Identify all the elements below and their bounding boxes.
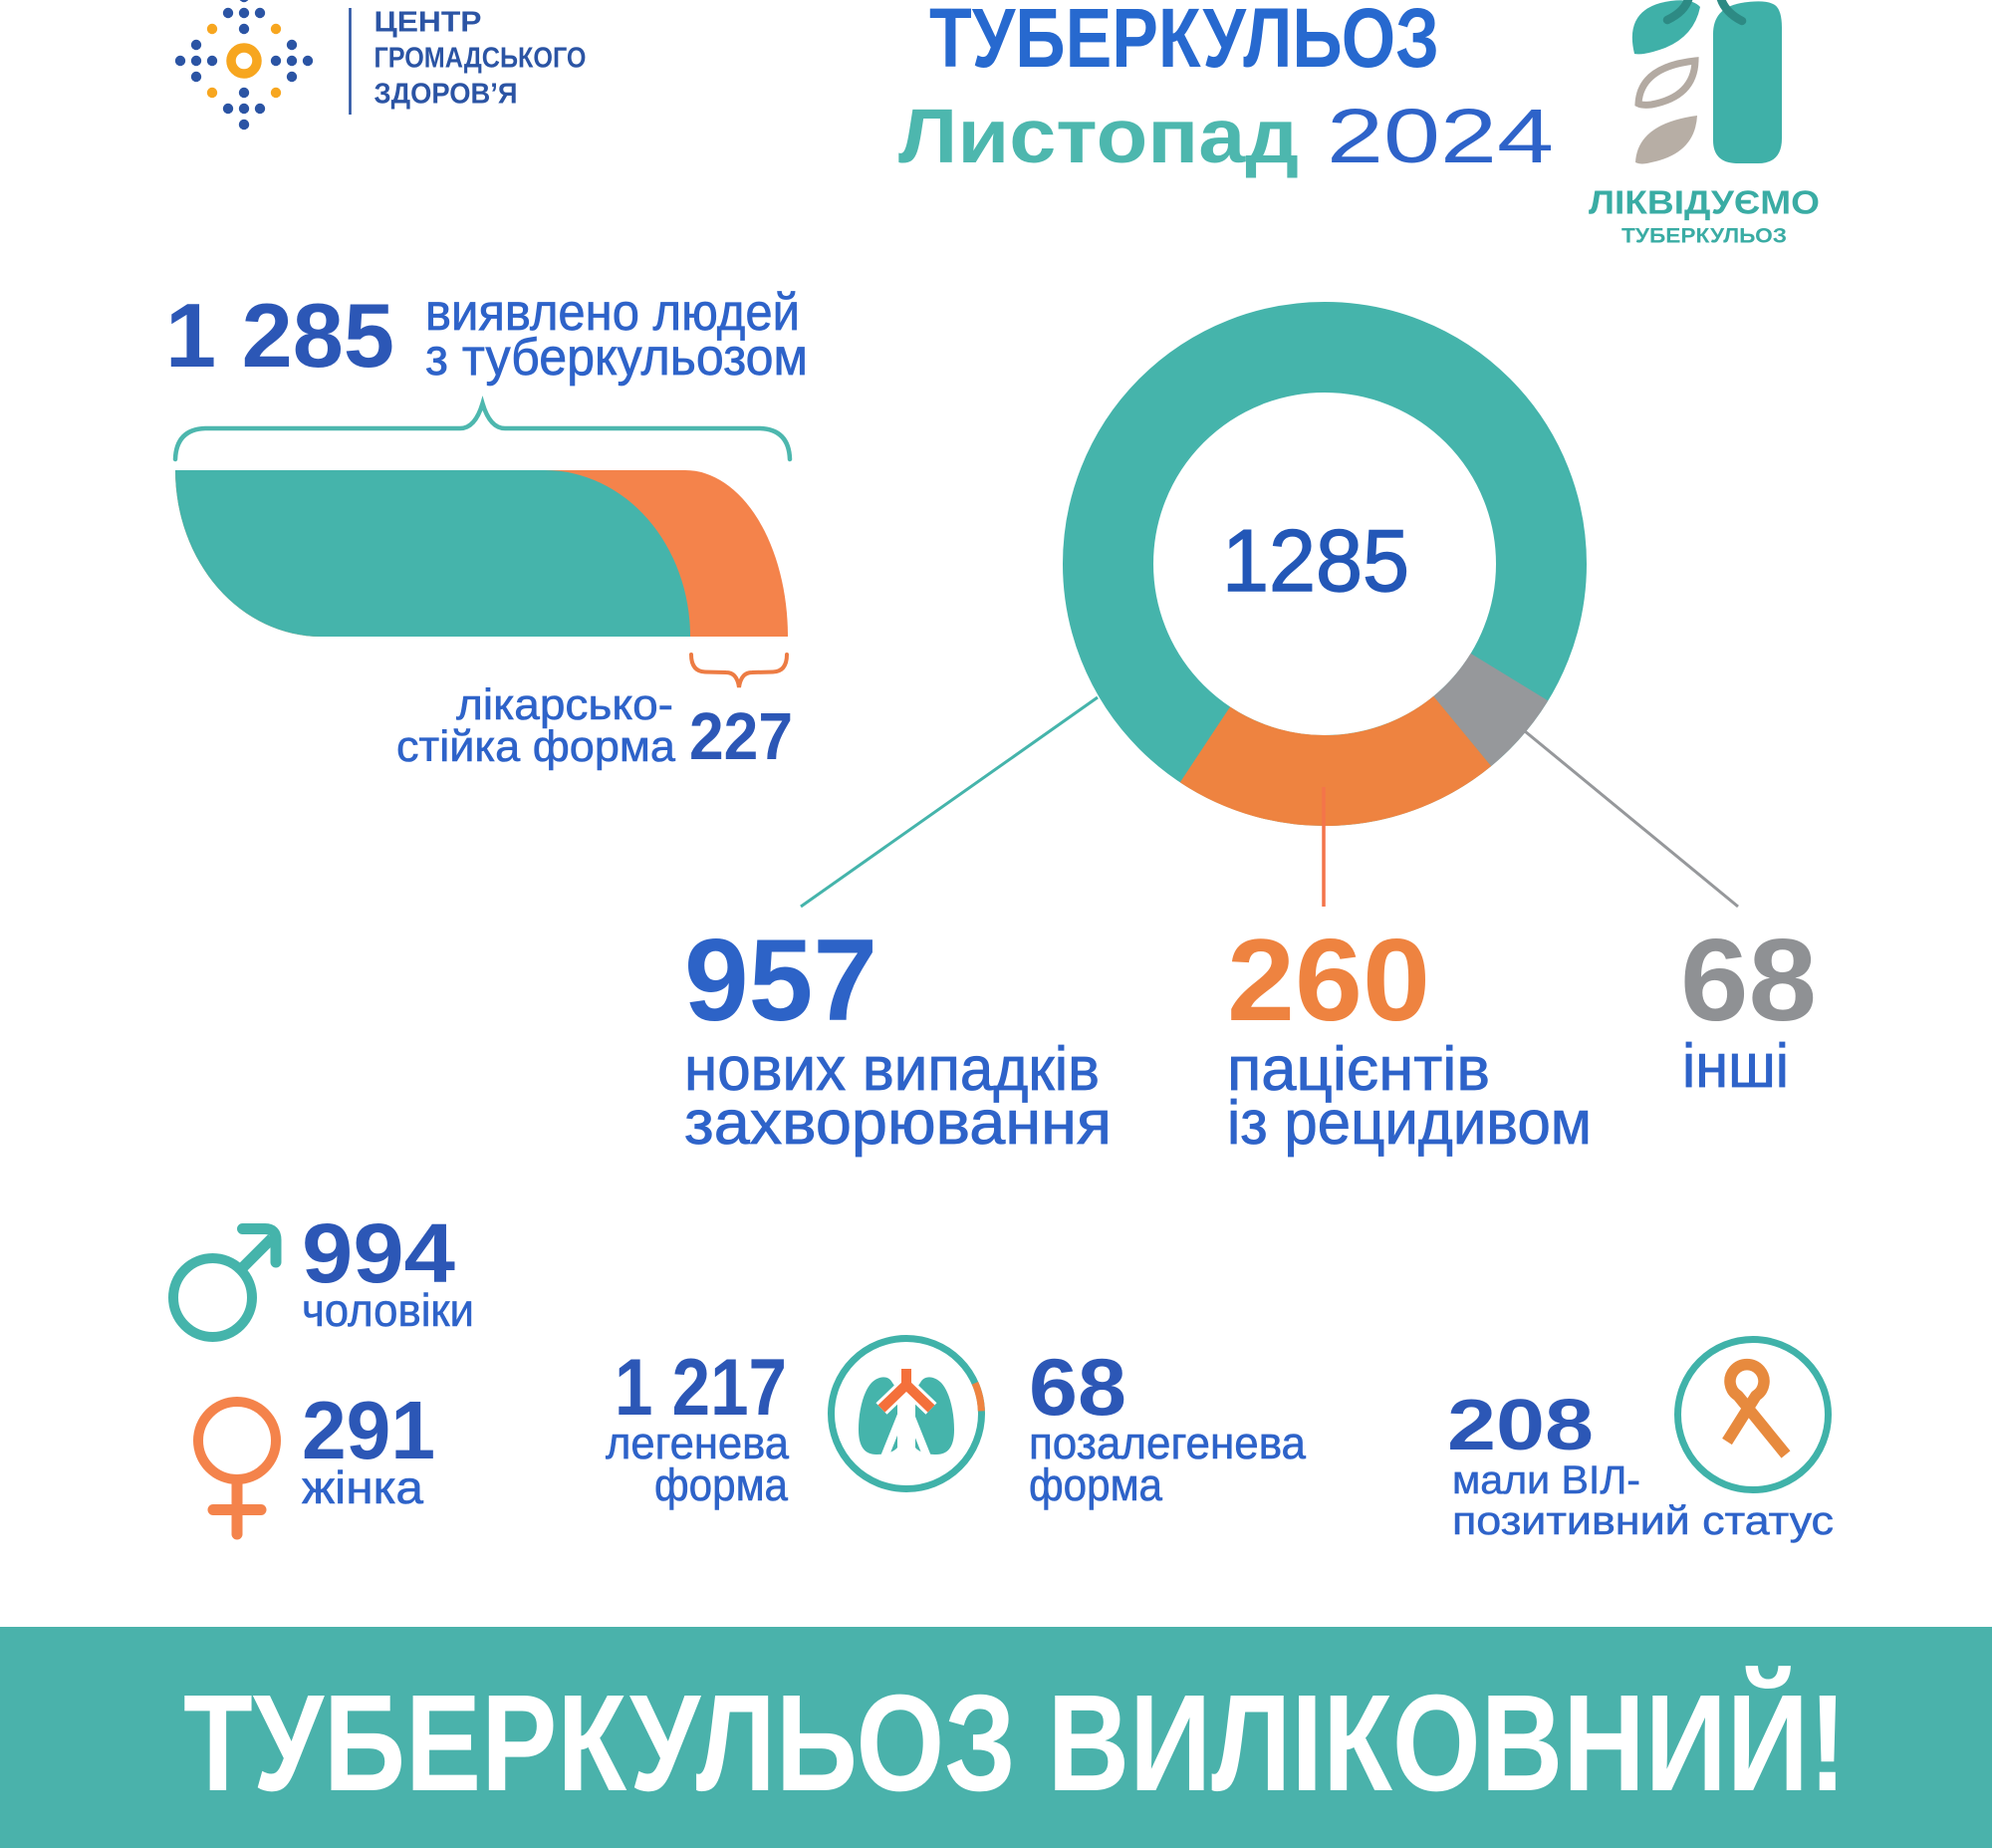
svg-text:957: 957 bbox=[684, 915, 877, 1045]
svg-text:нових випадків: нових випадків bbox=[684, 1035, 1100, 1104]
svg-text:1 285: 1 285 bbox=[165, 286, 394, 387]
svg-text:227: 227 bbox=[689, 699, 793, 774]
svg-text:291: 291 bbox=[302, 1384, 435, 1476]
svg-text:ТУБЕРКУЛЬОЗ: ТУБЕРКУЛЬОЗ bbox=[929, 0, 1439, 85]
svg-text:мали ВІЛ-: мали ВІЛ- bbox=[1452, 1458, 1640, 1502]
svg-text:ЗДОРОВ’Я: ЗДОРОВ’Я bbox=[374, 79, 518, 111]
svg-text:ТУБЕРКУЛЬОЗ: ТУБЕРКУЛЬОЗ bbox=[1621, 225, 1787, 248]
svg-text:жінка: жінка bbox=[302, 1461, 423, 1513]
svg-text:ЦЕНТР: ЦЕНТР bbox=[374, 7, 482, 39]
svg-text:захворювання: захворювання bbox=[684, 1089, 1112, 1158]
svg-text:ГРОМАДСЬКОГО: ГРОМАДСЬКОГО bbox=[374, 43, 587, 75]
svg-text:форма: форма bbox=[654, 1459, 789, 1510]
svg-text:позалегенева: позалегенева bbox=[1029, 1418, 1307, 1468]
svg-text:2024: 2024 bbox=[1327, 94, 1554, 179]
svg-text:виявлено людей: виявлено людей bbox=[425, 284, 800, 342]
svg-text:позитивний статус: позитивний статус bbox=[1452, 1499, 1834, 1543]
svg-text:легенева: легенева bbox=[606, 1418, 790, 1468]
svg-text:з туберкульозом: з туберкульозом bbox=[425, 329, 808, 387]
svg-text:Листопад: Листопад bbox=[898, 94, 1299, 179]
svg-text:68: 68 bbox=[1029, 1343, 1126, 1433]
svg-text:ЛІКВІДУЄМО: ЛІКВІДУЄМО bbox=[1589, 184, 1820, 221]
svg-text:1285: 1285 bbox=[1222, 511, 1409, 610]
svg-text:із рецидивом: із рецидивом bbox=[1227, 1089, 1592, 1158]
svg-text:форма: форма bbox=[1029, 1459, 1163, 1510]
svg-text:68: 68 bbox=[1680, 915, 1817, 1045]
svg-text:1 217: 1 217 bbox=[615, 1343, 787, 1433]
svg-text:260: 260 bbox=[1227, 915, 1430, 1045]
svg-text:стійка форма: стійка форма bbox=[396, 722, 676, 771]
svg-text:994: 994 bbox=[302, 1206, 455, 1300]
svg-text:лікарсько-: лікарсько- bbox=[456, 680, 673, 729]
svg-text:ТУБЕРКУЛЬОЗ ВИЛІКОВНИЙ!: ТУБЕРКУЛЬОЗ ВИЛІКОВНИЙ! bbox=[183, 1666, 1847, 1820]
svg-text:пацієнтів: пацієнтів bbox=[1227, 1035, 1490, 1104]
svg-text:208: 208 bbox=[1447, 1386, 1594, 1465]
svg-text:чоловіки: чоловіки bbox=[302, 1284, 474, 1336]
svg-text:інші: інші bbox=[1682, 1032, 1789, 1101]
